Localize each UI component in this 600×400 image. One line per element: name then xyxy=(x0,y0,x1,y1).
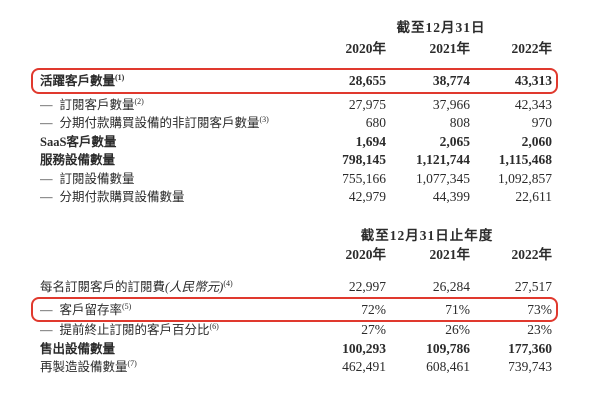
footnote-marker: (2) xyxy=(134,96,144,106)
footnote-marker: (5) xyxy=(122,301,132,311)
year-label-2020: 2020年 xyxy=(345,41,387,56)
row-value-2021: 808 xyxy=(449,115,470,130)
footnote-marker: (4) xyxy=(223,278,233,288)
row-value-2021: 2,065 xyxy=(439,133,470,149)
row-value-2021: 26% xyxy=(445,322,470,337)
row-value-2021: 71% xyxy=(445,301,470,317)
row-label: 活躍客戶數量(1) xyxy=(40,72,125,88)
row-value-2022: 970 xyxy=(531,115,552,130)
row-value-2020: 28,655 xyxy=(348,73,386,88)
table-row: — 分期付款購買設備的非訂閱客戶數量(3) 680 808 970 xyxy=(40,114,552,133)
row-value-2022: 42,343 xyxy=(514,96,552,112)
row-value-2021: 44,399 xyxy=(432,189,470,204)
footnote-marker: (7) xyxy=(127,358,137,368)
row-label: — 分期付款購買設備數量 xyxy=(40,188,302,207)
year-label-2022: 2022年 xyxy=(511,41,553,56)
table-row: 售出設備數量 100,293 109,786 177,360 xyxy=(40,340,552,359)
sub-item-dash: — xyxy=(40,190,53,204)
row-value-2020: 755,166 xyxy=(342,170,386,186)
table-row-highlighted: 活躍客戶數量(1) 28,655 38,774 43,313 xyxy=(31,68,558,93)
table-row-highlighted: — 客戶留存率(5) 72% 71% 73% xyxy=(31,296,558,322)
row-label: 再製造設備數量(7) xyxy=(40,358,137,374)
row-value-2020: 798,145 xyxy=(342,152,386,167)
sub-item-dash: — xyxy=(40,97,53,112)
table-row: — 提前終止訂閱的客戶百分比(6) 27% 26% 23% xyxy=(40,321,552,340)
period-header-year-ended-dec31: 截至12月31日止年度 xyxy=(360,228,494,243)
year-label-2021: 2021年 xyxy=(429,41,471,56)
row-value-2022: 1,092,857 xyxy=(498,170,552,186)
footnote-marker: (6) xyxy=(209,321,219,331)
year-label-2020: 2020年 xyxy=(345,247,387,262)
row-label: — 訂閱設備數量 xyxy=(40,170,302,189)
row-label: 售出設備數量 xyxy=(40,341,116,356)
row-value-2021: 608,461 xyxy=(426,359,470,374)
row-value-2021: 1,121,744 xyxy=(416,152,470,167)
table-row: 再製造設備數量(7) 462,491 608,461 739,743 xyxy=(40,358,552,377)
table-row: 每名訂閱客戶的訂閱費(人民幣元)(4) 22,997 26,284 27,517 xyxy=(40,278,552,297)
row-value-2020: 680 xyxy=(365,115,386,130)
row-value-2020: 72% xyxy=(361,301,386,317)
row-value-2021: 38,774 xyxy=(432,73,470,88)
row-value-2020: 1,694 xyxy=(355,133,386,149)
row-value-2020: 27% xyxy=(361,322,386,337)
sub-item-dash: — xyxy=(40,323,53,337)
sub-item-dash: — xyxy=(40,116,53,130)
period-header-as-of-dec31: 截至12月31日 xyxy=(396,20,486,35)
row-value-2022: 73% xyxy=(527,301,552,317)
row-label: SaaS客戶數量 xyxy=(40,134,117,149)
row-label: 每名訂閱客戶的訂閱費(人民幣元)(4) xyxy=(40,278,233,294)
footnote-marker: (3) xyxy=(259,114,269,124)
row-value-2022: 43,313 xyxy=(514,73,552,88)
row-label-unit: (人民幣元) xyxy=(165,280,224,294)
row-label: — 提前終止訂閱的客戶百分比(6) xyxy=(40,321,302,340)
customer-device-metrics-rows: 活躍客戶數量(1) 28,655 38,774 43,313 — 訂閱客戶數量(2) 27,… xyxy=(31,68,558,207)
row-label: — 訂閱客戶數量(2) xyxy=(40,96,302,115)
row-value-2020: 100,293 xyxy=(342,340,386,356)
year-label-2021: 2021年 xyxy=(429,247,471,262)
row-label: — 客戶留存率(5) xyxy=(40,301,302,320)
row-label: 服務設備數量 xyxy=(40,153,116,167)
row-value-2020: 42,979 xyxy=(348,189,386,204)
row-label: — 分期付款購買設備的非訂閱客戶數量(3) xyxy=(40,114,302,133)
row-value-2022: 177,360 xyxy=(508,340,552,356)
footnote-marker: (1) xyxy=(115,72,125,82)
row-value-2022: 22,611 xyxy=(515,189,552,204)
row-value-2022: 23% xyxy=(527,322,552,337)
row-value-2020: 27,975 xyxy=(348,96,386,112)
row-value-2021: 109,786 xyxy=(426,340,470,356)
table-row: — 分期付款購買設備數量 42,979 44,399 22,611 xyxy=(40,188,552,207)
sub-item-dash: — xyxy=(40,171,53,186)
table-row: 服務設備數量 798,145 1,121,744 1,115,468 xyxy=(40,151,552,170)
year-header-row: 2020年 2021年 2022年 xyxy=(40,243,553,263)
row-value-2021: 26,284 xyxy=(432,279,470,294)
subscription-metrics-rows: 每名訂閱客戶的訂閱費(人民幣元)(4) 22,997 26,284 27,517 — 客戶… xyxy=(31,278,558,377)
year-header-row: 2020年 2021年 2022年 xyxy=(40,37,553,57)
row-value-2020: 22,997 xyxy=(348,279,386,294)
row-value-2021: 1,077,345 xyxy=(416,170,470,186)
table-row: SaaS客戶數量 1,694 2,065 2,060 xyxy=(40,133,552,152)
row-value-2021: 37,966 xyxy=(432,96,470,112)
year-label-2022: 2022年 xyxy=(511,247,553,262)
sub-item-dash: — xyxy=(40,302,53,317)
table-row: — 訂閱客戶數量(2) 27,975 37,966 42,343 xyxy=(40,96,552,115)
row-value-2022: 27,517 xyxy=(514,279,552,294)
row-value-2022: 739,743 xyxy=(508,359,552,374)
table-row: — 訂閱設備數量 755,166 1,077,345 1,092,857 xyxy=(40,170,552,189)
row-value-2022: 1,115,468 xyxy=(498,152,552,167)
row-value-2020: 462,491 xyxy=(342,359,386,374)
row-value-2022: 2,060 xyxy=(521,133,552,149)
